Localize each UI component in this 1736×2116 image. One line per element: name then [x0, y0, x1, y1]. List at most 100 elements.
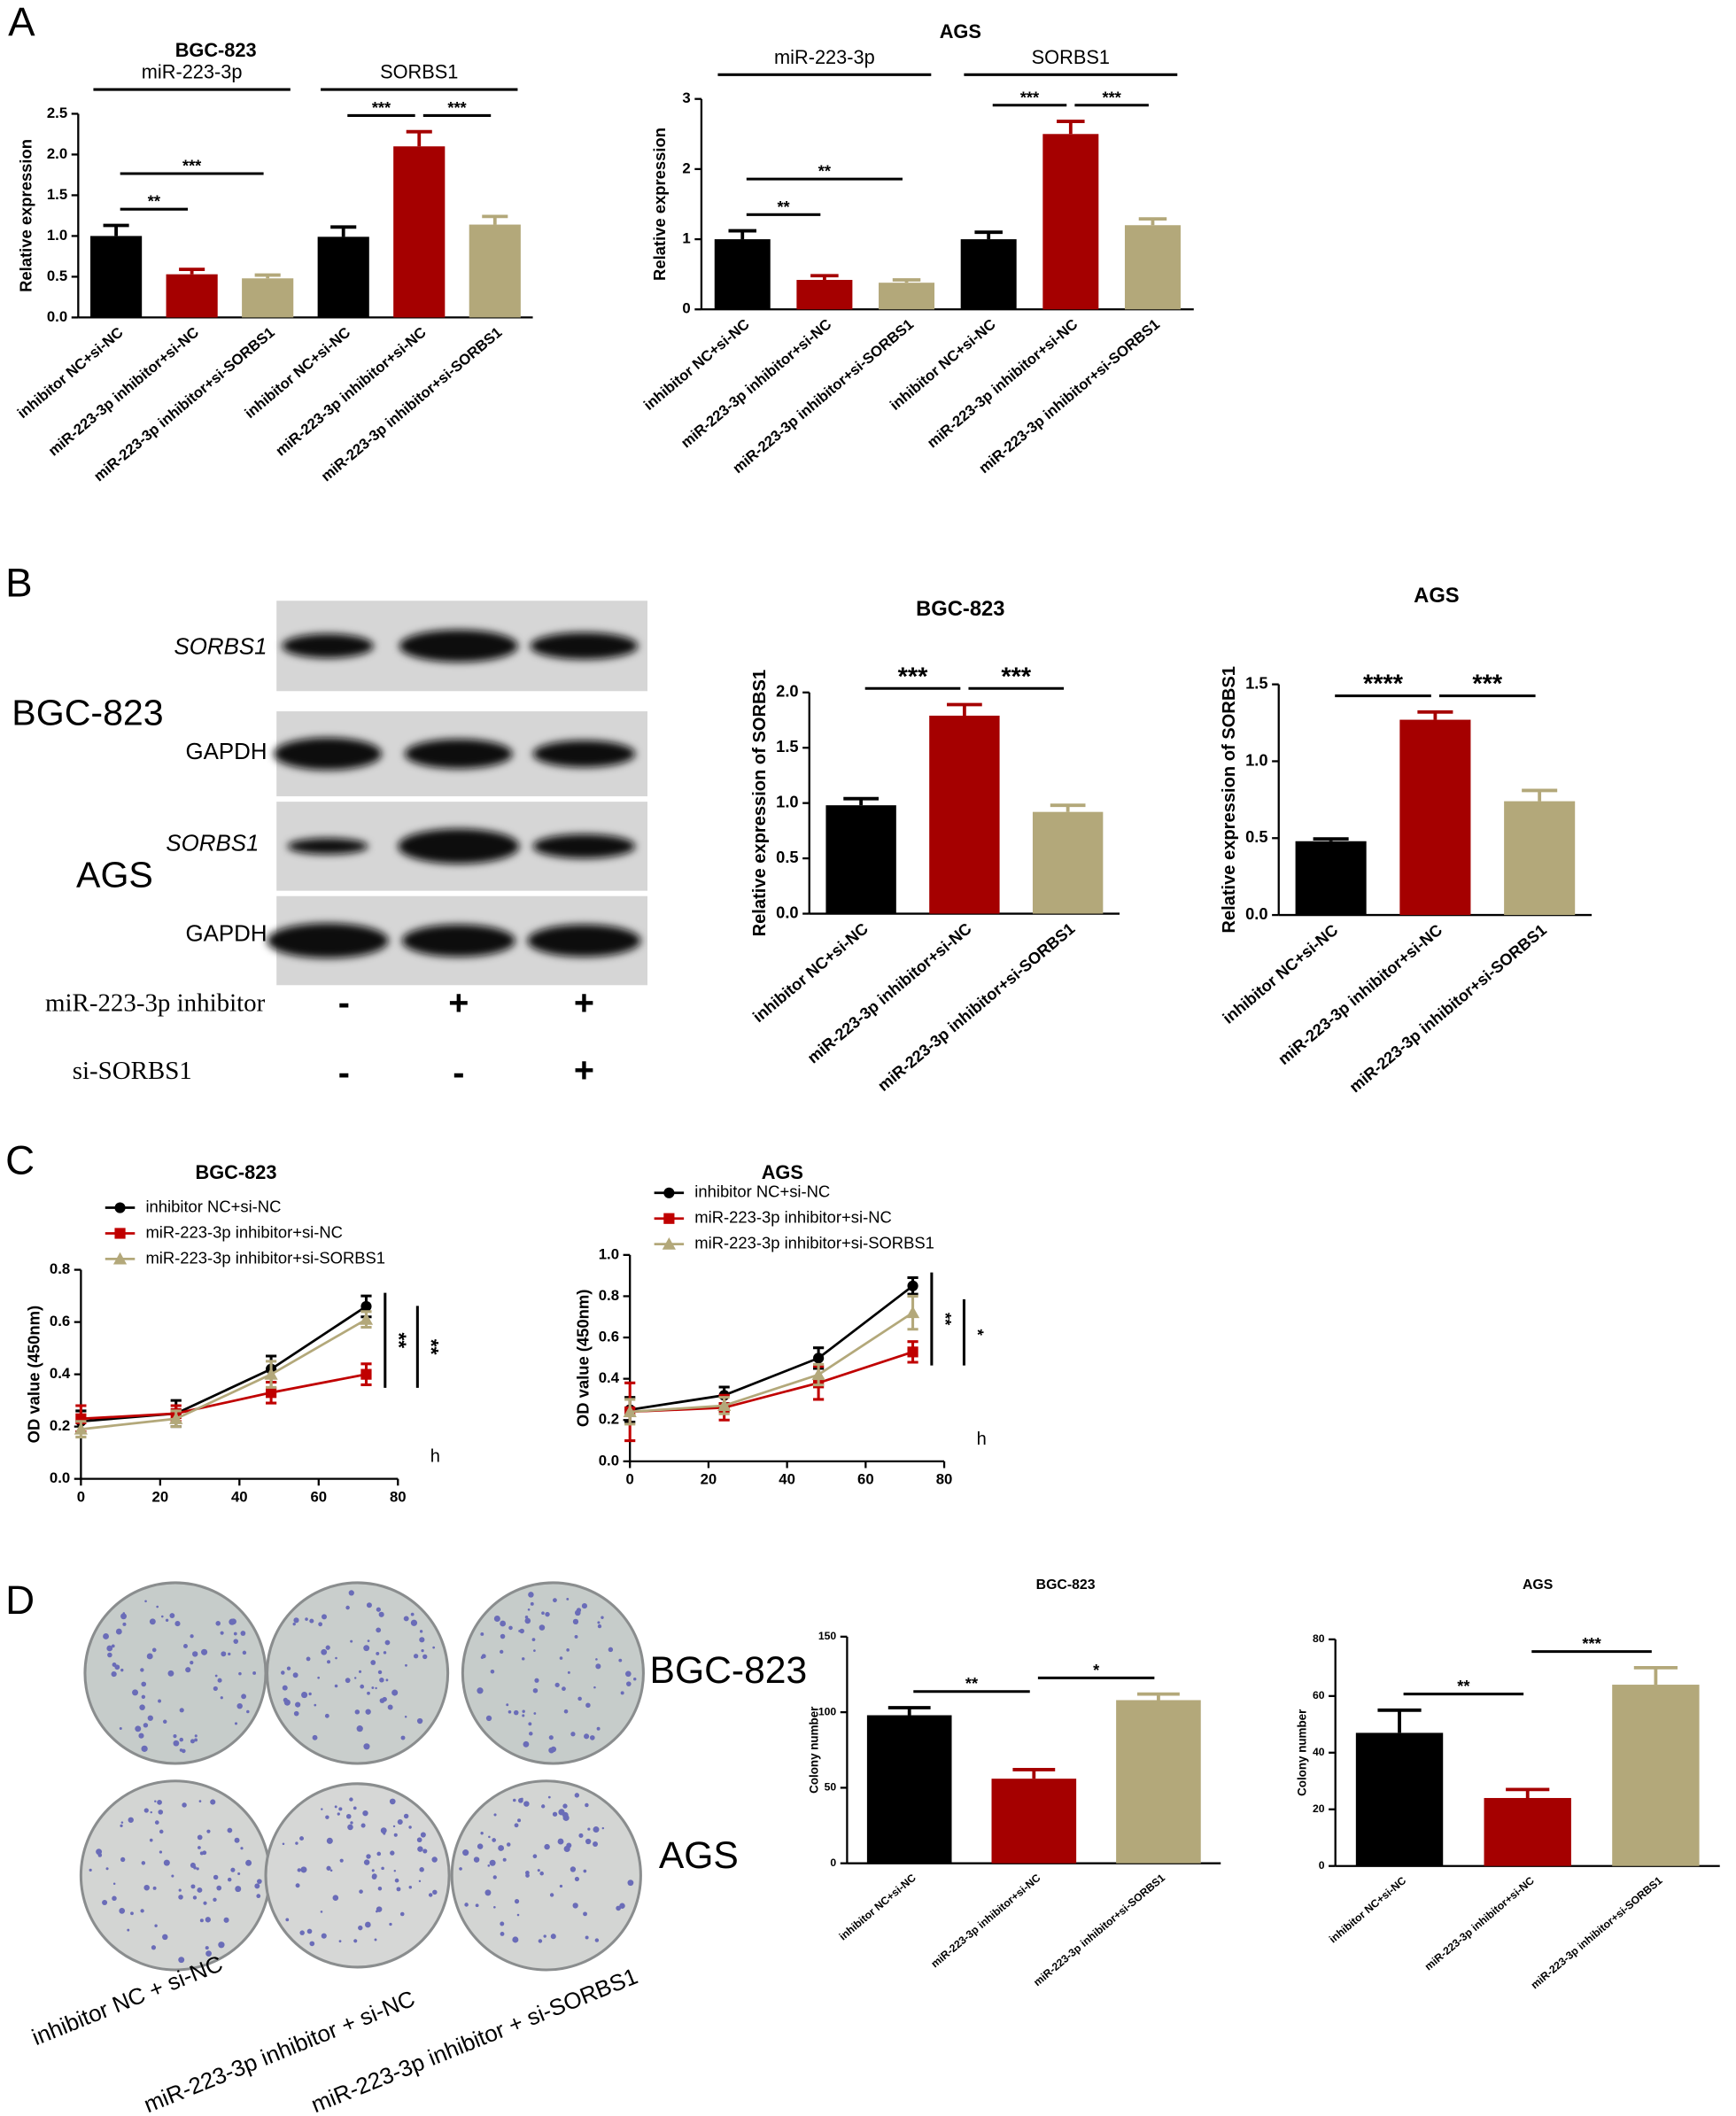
- colony: [518, 1797, 523, 1803]
- colony: [205, 1950, 212, 1957]
- colony: [111, 1644, 115, 1648]
- colony: [143, 1808, 149, 1813]
- bar: [1399, 719, 1471, 916]
- colony: [138, 1732, 144, 1739]
- colony: [350, 1639, 353, 1643]
- blot-row-label: SORBS1: [166, 832, 259, 856]
- colony: [237, 1872, 241, 1876]
- colony: [295, 1883, 300, 1888]
- chart-title: BGC-823: [1036, 1577, 1096, 1593]
- colony: [541, 1804, 546, 1809]
- point: [264, 1368, 278, 1380]
- colony: [325, 1645, 330, 1650]
- colony: [300, 1866, 307, 1873]
- error-bar: [1417, 709, 1453, 720]
- colony: [147, 1715, 153, 1721]
- point: [360, 1368, 372, 1380]
- error-bar: [1313, 837, 1349, 841]
- colony: [339, 1858, 344, 1863]
- colony: [197, 1834, 203, 1841]
- colony: [281, 1670, 285, 1675]
- colony: [132, 1689, 139, 1696]
- colony: [367, 1691, 370, 1695]
- colony: [589, 1735, 595, 1740]
- colony: [389, 1798, 396, 1805]
- colony: [383, 1832, 386, 1835]
- colony: [283, 1697, 288, 1702]
- colony: [533, 1712, 537, 1715]
- colony: [143, 1723, 149, 1728]
- error-bar: [482, 214, 508, 225]
- colony: [154, 1820, 159, 1825]
- colony: [359, 1889, 363, 1894]
- error-bar: [947, 702, 982, 717]
- error-bar: [728, 229, 756, 240]
- dish: [264, 1782, 451, 1969]
- x-tick-label: 40: [231, 1488, 248, 1505]
- y-axis-label: Relative expression: [650, 128, 669, 281]
- colony: [334, 1684, 338, 1688]
- y-tick-label: 40: [1313, 1746, 1325, 1758]
- colony: [576, 1608, 582, 1613]
- y-tick-label: 0.0: [1245, 904, 1267, 923]
- colony: [334, 1805, 337, 1809]
- colony: [119, 1908, 126, 1914]
- colony: [498, 1845, 505, 1851]
- colony: [500, 1620, 507, 1627]
- colony: [522, 1714, 525, 1717]
- colony: [500, 1921, 505, 1926]
- colony: [234, 1837, 240, 1843]
- colony: [127, 1928, 130, 1932]
- colony: [513, 1709, 519, 1716]
- significance-label: **: [148, 192, 161, 211]
- category-label: miR-223-3p inhibitor+si-NC: [272, 324, 429, 460]
- colony: [220, 1696, 223, 1700]
- colony: [326, 1837, 333, 1844]
- colony: [529, 1732, 533, 1736]
- colony: [227, 1827, 233, 1833]
- significance-label: ***: [1102, 88, 1121, 106]
- colony: [326, 1865, 331, 1871]
- chart-title: AGS: [1414, 584, 1459, 608]
- bar: [1484, 1797, 1571, 1866]
- error-bar: [974, 230, 1003, 240]
- colony: [89, 1868, 92, 1872]
- colony: [367, 1639, 370, 1642]
- colony: [574, 1634, 578, 1639]
- colony: [399, 1911, 405, 1917]
- colony: [480, 1832, 484, 1835]
- colony: [233, 1639, 239, 1644]
- colony: [477, 1843, 484, 1849]
- colony: [179, 1748, 183, 1752]
- blot-band: [401, 924, 515, 957]
- colony: [431, 1856, 438, 1863]
- colony: [548, 1747, 554, 1754]
- colony: [292, 1672, 298, 1678]
- colony: [236, 1702, 243, 1709]
- colony: [171, 1874, 174, 1878]
- x-tick-label: 80: [390, 1488, 407, 1505]
- colony: [321, 1933, 327, 1939]
- bar: [1355, 1732, 1444, 1866]
- colony: [285, 1918, 290, 1922]
- colony: [493, 1813, 497, 1817]
- colony: [570, 1866, 577, 1872]
- colony: [205, 1946, 209, 1950]
- colony: [194, 1738, 198, 1742]
- error-bar: [1522, 788, 1558, 802]
- y-tick-label: 1.0: [599, 1245, 619, 1262]
- y-tick-label: 0.8: [50, 1260, 70, 1277]
- cell-line-label: BGC-823: [650, 1649, 808, 1692]
- colony: [360, 1684, 365, 1689]
- condition-sign: -: [453, 1054, 464, 1093]
- colony: [297, 1868, 301, 1872]
- significance-label: ***: [1001, 663, 1032, 691]
- colony: [106, 1645, 113, 1652]
- blot-row-label: GAPDH: [186, 740, 267, 764]
- colony: [528, 1722, 532, 1726]
- colony: [396, 1887, 401, 1892]
- blot-band: [399, 629, 518, 663]
- colony: [596, 1726, 601, 1731]
- point: [266, 1387, 277, 1399]
- colony: [512, 1936, 519, 1943]
